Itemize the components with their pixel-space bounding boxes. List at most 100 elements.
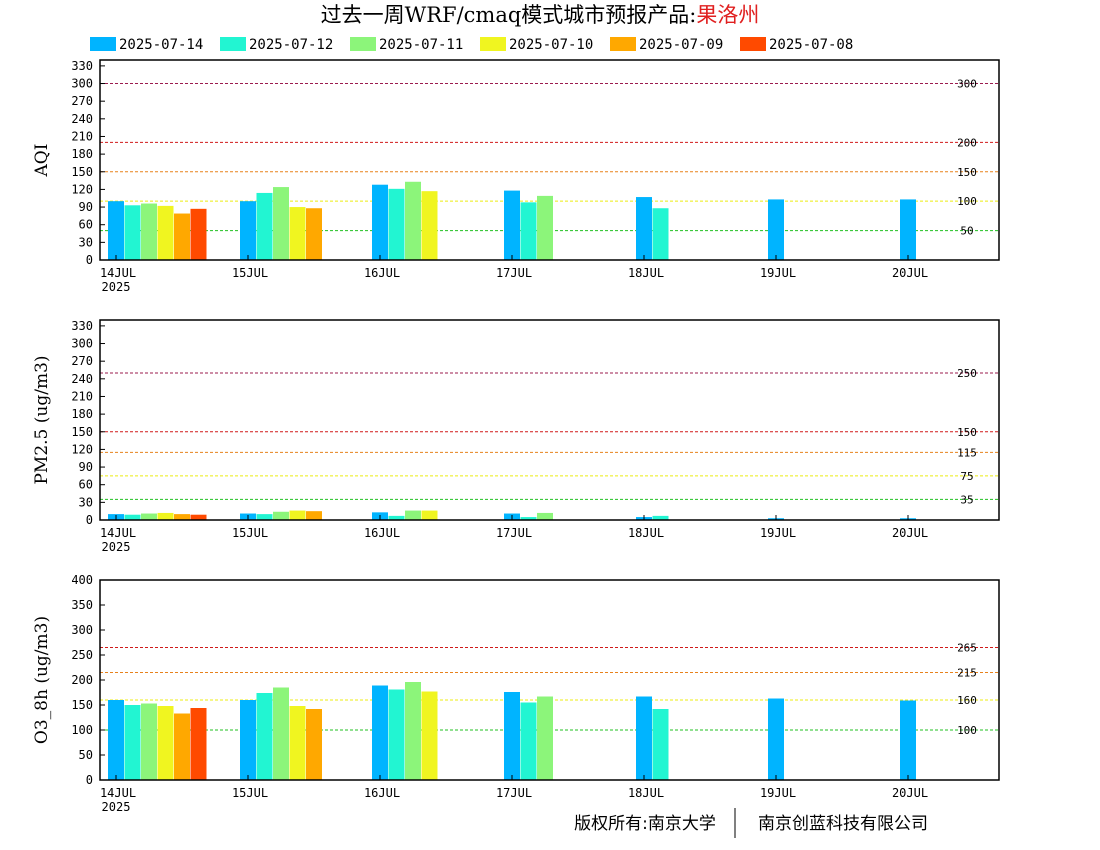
y-tick-label: 90 bbox=[79, 460, 93, 474]
x-tick-label: 16JUL bbox=[364, 786, 400, 800]
bar bbox=[421, 510, 438, 520]
y-tick-label: 350 bbox=[71, 598, 93, 612]
y-tick-label: 90 bbox=[79, 200, 93, 214]
x-year-label: 2025 bbox=[102, 540, 131, 554]
y-tick-label: 150 bbox=[71, 425, 93, 439]
plot-frame bbox=[99, 59, 1000, 261]
copyright-company: 南京创蓝科技有限公司 bbox=[758, 814, 928, 834]
y-tick-label: 50 bbox=[79, 748, 93, 762]
x-tick-label: 17JUL bbox=[496, 266, 532, 280]
plot-frame bbox=[99, 319, 1000, 521]
bar bbox=[190, 514, 207, 520]
bar bbox=[520, 517, 537, 520]
bar bbox=[900, 199, 916, 260]
bar bbox=[256, 693, 273, 780]
y-tick-label: 0 bbox=[86, 773, 93, 787]
threshold-label: 300 bbox=[957, 78, 977, 91]
threshold-label: 150 bbox=[957, 166, 977, 179]
bar bbox=[372, 685, 388, 780]
bar bbox=[636, 197, 652, 260]
x-tick-label: 19JUL bbox=[760, 786, 796, 800]
bar bbox=[124, 205, 141, 260]
x-tick-label: 15JUL bbox=[232, 526, 268, 540]
bar bbox=[388, 689, 405, 780]
bar bbox=[108, 201, 124, 260]
bar bbox=[520, 202, 537, 260]
bar bbox=[256, 192, 273, 260]
x-tick-label: 18JUL bbox=[628, 526, 664, 540]
bar bbox=[273, 687, 289, 780]
bar bbox=[306, 511, 322, 520]
bar bbox=[405, 682, 421, 780]
threshold-label: 100 bbox=[957, 195, 977, 208]
bar bbox=[652, 208, 669, 260]
bar bbox=[240, 201, 256, 260]
bar bbox=[652, 709, 669, 780]
y-tick-label: 240 bbox=[71, 372, 93, 386]
legend-swatch bbox=[90, 37, 116, 51]
legend-swatch bbox=[740, 37, 766, 51]
x-tick-label: 14JUL bbox=[100, 526, 136, 540]
x-tick-label: 19JUL bbox=[760, 266, 796, 280]
bar bbox=[190, 208, 207, 260]
bar bbox=[388, 188, 405, 260]
bar bbox=[504, 692, 520, 780]
bar bbox=[768, 698, 784, 780]
chart-panel: 265 215 160 100 0 50 100 150 200 250 300 350 400 14JU… bbox=[32, 573, 1000, 814]
bar bbox=[405, 510, 421, 520]
legend-swatch bbox=[220, 37, 246, 51]
bar bbox=[174, 713, 190, 780]
x-tick-label: 18JUL bbox=[628, 266, 664, 280]
bar bbox=[306, 709, 322, 780]
legend: 2025-07-14 2025-07-12 2025-07-11 2025-07-10… bbox=[90, 37, 853, 53]
bar bbox=[537, 195, 553, 260]
y-axis-label: AQI bbox=[32, 144, 52, 178]
chart-panels: 3002001501005003060901201501802102402703… bbox=[32, 59, 1000, 814]
y-tick-label: 150 bbox=[71, 165, 93, 179]
x-tick-label: 18JUL bbox=[628, 786, 664, 800]
bar bbox=[157, 205, 174, 260]
bar bbox=[190, 708, 207, 780]
chart-panel: 300 200 150 100 50 0 30 60 90 120 150 180 210 240 270 3… bbox=[32, 59, 1000, 294]
legend-label: 2025-07-09 bbox=[639, 37, 723, 53]
bar bbox=[520, 702, 537, 780]
x-tick-label: 14JUL bbox=[100, 786, 136, 800]
y-tick-label: 120 bbox=[71, 182, 93, 196]
chart-panel: 250 150 115 75 35 0 30 60 90 120 150 180 210 240 270 30… bbox=[32, 319, 1000, 554]
y-tick-label: 180 bbox=[71, 147, 93, 161]
y-tick-label: 200 bbox=[71, 673, 93, 687]
y-tick-label: 60 bbox=[79, 218, 93, 232]
bar bbox=[124, 705, 141, 780]
legend-swatch bbox=[480, 37, 506, 51]
threshold-label: 150 bbox=[957, 426, 977, 439]
y-tick-label: 330 bbox=[71, 319, 93, 333]
bar bbox=[900, 700, 916, 780]
x-year-label: 2025 bbox=[102, 280, 131, 294]
y-tick-label: 330 bbox=[71, 59, 93, 73]
threshold-label: 50 bbox=[960, 225, 973, 238]
bar bbox=[124, 514, 141, 520]
bar bbox=[289, 510, 306, 520]
threshold-label: 265 bbox=[957, 642, 977, 655]
x-tick-label: 17JUL bbox=[496, 786, 532, 800]
x-tick-label: 19JUL bbox=[760, 526, 796, 540]
bar bbox=[405, 181, 421, 260]
legend-label: 2025-07-10 bbox=[509, 37, 593, 53]
bar bbox=[157, 706, 174, 780]
y-tick-label: 30 bbox=[79, 235, 93, 249]
chart-title: 过去一周WRF/cmaq模式城市预报产品:果洛州 bbox=[321, 3, 760, 27]
copyright-owner: 版权所有:南京大学 bbox=[574, 814, 716, 834]
threshold-label: 200 bbox=[957, 136, 977, 149]
legend-label: 2025-07-14 bbox=[119, 37, 203, 53]
x-tick-label: 16JUL bbox=[364, 266, 400, 280]
y-tick-label: 210 bbox=[71, 389, 93, 403]
bar bbox=[421, 191, 438, 260]
x-tick-label: 15JUL bbox=[232, 266, 268, 280]
x-year-label: 2025 bbox=[102, 800, 131, 814]
y-tick-label: 30 bbox=[79, 495, 93, 509]
bar bbox=[289, 207, 306, 260]
bar bbox=[372, 184, 388, 260]
bar bbox=[141, 203, 157, 260]
y-tick-label: 180 bbox=[71, 407, 93, 421]
